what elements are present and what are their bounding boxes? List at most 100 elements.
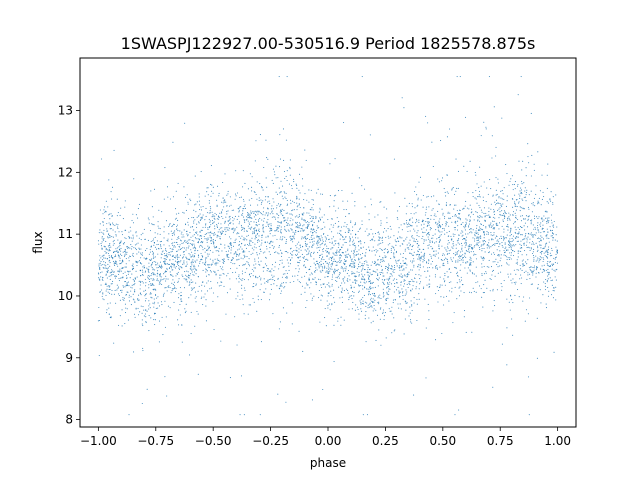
data-point [252,275,254,277]
data-point [177,281,179,283]
data-point [518,296,520,298]
data-point [112,252,115,254]
data-point [478,229,480,231]
data-point [157,296,159,298]
data-point [217,231,219,233]
data-point [478,217,480,219]
data-point [264,263,267,265]
data-point [406,264,408,266]
data-point [273,201,275,203]
data-point [105,240,107,243]
data-point [205,299,207,301]
data-point [252,297,254,300]
data-point [533,269,535,271]
data-point [430,196,432,198]
data-point [111,186,114,188]
data-point [244,221,246,223]
data-point [396,263,398,265]
data-point [527,232,529,235]
data-point [369,272,371,274]
data-point [546,279,548,281]
data-point [493,253,496,255]
data-point [162,279,164,281]
data-point [551,214,553,216]
data-point [101,158,103,160]
data-point [227,210,229,212]
data-point [258,263,260,265]
data-point [362,252,364,254]
data-point [389,310,391,312]
data-point [345,260,347,263]
data-point [98,273,100,275]
data-point [355,254,357,256]
data-point [358,263,360,265]
data-point [273,216,275,218]
data-point [255,193,257,196]
data-point [333,253,335,255]
data-point [201,217,203,220]
data-point [300,293,302,295]
data-point [228,229,230,231]
data-point [208,218,210,220]
data-point [145,282,147,284]
data-point [178,278,180,280]
data-point [267,158,269,160]
data-point [328,239,330,241]
data-point [116,263,118,265]
data-point [289,224,291,226]
data-point [375,264,377,266]
data-point [267,236,269,238]
data-point [304,220,306,222]
data-point [485,128,487,130]
data-point [517,202,520,204]
data-point [338,251,340,253]
data-point [371,300,373,302]
data-point [553,351,555,353]
data-point [193,266,195,268]
data-point [114,275,117,277]
data-point [489,179,491,181]
data-point [118,294,120,297]
data-point [463,238,466,240]
data-point [472,196,474,198]
data-point [195,231,197,234]
data-point [530,190,532,192]
data-point [215,261,217,263]
data-point [367,288,369,290]
data-point [408,225,410,227]
data-point [411,262,413,264]
data-point [450,271,452,273]
data-point [197,256,200,258]
data-point [312,216,314,218]
data-point [305,221,307,224]
data-point [527,236,529,238]
data-point [381,249,383,251]
data-point [236,259,238,261]
data-point [213,221,215,223]
data-point [334,158,336,160]
data-point [193,222,195,224]
data-point [441,180,443,182]
data-point [352,273,354,275]
data-point [380,259,382,261]
data-point [332,247,334,249]
data-point [546,174,548,176]
data-point [199,260,201,263]
data-point [221,230,223,232]
data-point [499,238,501,240]
data-point [279,211,281,213]
data-point [318,211,320,213]
data-point [122,277,124,279]
data-point [341,246,343,249]
data-point [312,209,314,211]
data-point [313,240,315,242]
data-point [178,249,180,251]
data-point [137,307,139,309]
data-point [209,250,211,252]
data-point [407,286,409,289]
data-point [470,251,472,253]
data-point [478,238,480,240]
data-point [367,264,369,266]
data-point [130,304,132,306]
data-point [229,288,231,290]
